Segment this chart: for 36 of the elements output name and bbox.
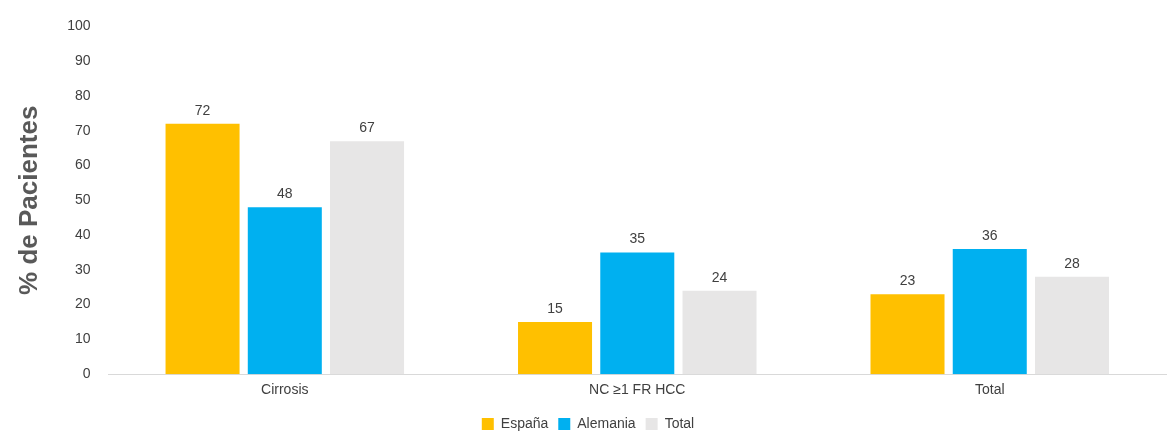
data-label: 35 bbox=[629, 230, 646, 247]
y-tick-label: 50 bbox=[74, 191, 91, 208]
y-tick-label: 0 bbox=[82, 365, 91, 382]
bar bbox=[682, 290, 757, 375]
y-tick-label: 80 bbox=[74, 86, 91, 103]
bar bbox=[247, 207, 322, 375]
y-tick-label: 30 bbox=[74, 260, 91, 277]
x-tick-label: NC ≥1 FR HCC bbox=[589, 381, 686, 398]
bar bbox=[600, 252, 675, 375]
data-label: 48 bbox=[277, 185, 293, 202]
data-label: 24 bbox=[711, 268, 728, 285]
bar bbox=[518, 322, 593, 375]
bar bbox=[165, 123, 240, 375]
y-tick-label: 100 bbox=[67, 17, 91, 34]
y-tick-label: 70 bbox=[74, 121, 91, 138]
y-axis-title: % de Pacientes bbox=[12, 105, 43, 295]
legend-label: España bbox=[500, 414, 549, 431]
data-label: 15 bbox=[547, 299, 564, 316]
legend-label: Alemania bbox=[577, 414, 636, 431]
bar bbox=[870, 294, 945, 375]
legend-label: Total bbox=[664, 414, 695, 431]
bar bbox=[1034, 276, 1110, 375]
y-tick-label: 10 bbox=[74, 330, 91, 347]
x-tick-label: Cirrosis bbox=[261, 381, 309, 398]
data-label: 72 bbox=[194, 101, 211, 118]
bar bbox=[330, 141, 405, 375]
data-label: 36 bbox=[981, 226, 998, 243]
bar bbox=[952, 248, 1027, 375]
y-tick-label: 90 bbox=[74, 52, 91, 69]
data-label: 28 bbox=[1064, 254, 1080, 271]
y-tick-label: 20 bbox=[74, 295, 91, 312]
data-label: 67 bbox=[359, 119, 376, 136]
data-label: 23 bbox=[899, 272, 916, 289]
y-tick-label: 60 bbox=[74, 156, 91, 173]
y-tick-label: 40 bbox=[74, 225, 91, 242]
x-tick-label: Total bbox=[974, 381, 1005, 398]
